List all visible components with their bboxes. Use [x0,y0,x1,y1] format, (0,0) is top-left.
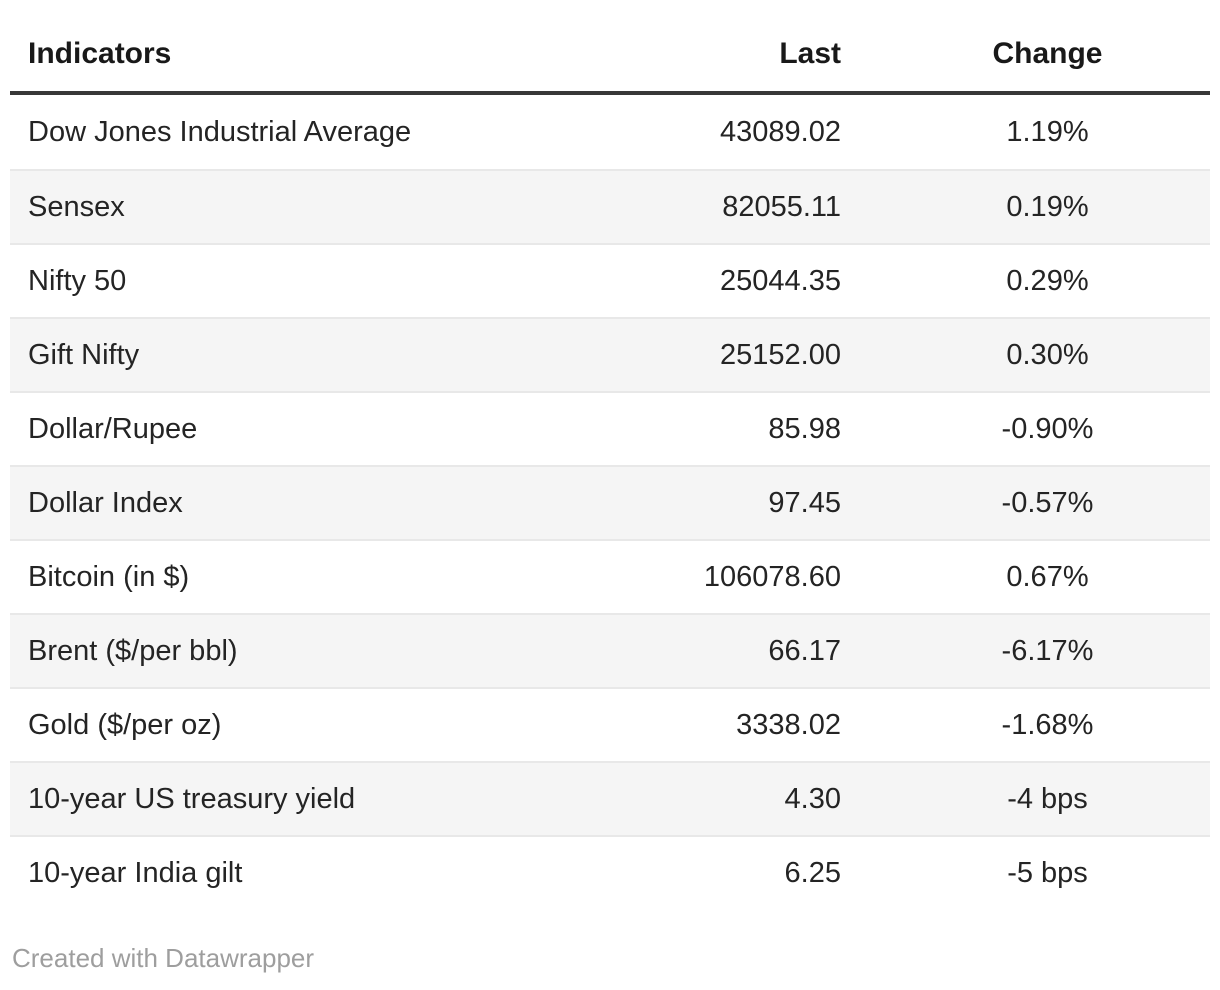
last-value-cell: 25044.35 [720,264,841,297]
change-value-cell: -0.90% [1001,412,1094,445]
change-value-cell: -0.57% [1001,486,1094,519]
indicator-cell: Dollar/Rupee [28,412,198,445]
table-row: Gift Nifty 25152.00 0.30% [10,317,1210,391]
table-row: Bitcoin (in $) 106078.60 0.67% [10,539,1210,613]
table-row: 10-year India gilt 6.25 -5 bps [10,835,1210,909]
table-body: Dow Jones Industrial Average 43089.02 1.… [10,95,1210,909]
table-header-row: Indicators Last Change [10,0,1210,95]
change-value-cell: 0.30% [1006,338,1089,371]
last-value-cell: 85.98 [768,412,841,445]
last-value-cell: 97.45 [768,486,841,519]
table-row: 10-year US treasury yield 4.30 -4 bps [10,761,1210,835]
last-value-cell: 66.17 [768,634,841,667]
last-value-cell: 106078.60 [703,560,841,593]
column-header-last: Last [779,37,841,70]
change-value-cell: -4 bps [1007,782,1088,815]
change-value-cell: 0.19% [1006,190,1089,223]
table-row: Gold ($/per oz) 3338.02 -1.68% [10,687,1210,761]
datawrapper-credit-link[interactable]: Created with Datawrapper [12,943,315,973]
attribution: Created with Datawrapper [12,943,1220,974]
change-value-cell: -1.68% [1001,708,1094,741]
change-value-cell: 0.29% [1006,264,1089,297]
change-value-cell: 1.19% [1006,115,1089,148]
column-header-change: Change [992,37,1103,70]
change-value-cell: -5 bps [1007,856,1088,889]
indicator-cell: 10-year US treasury yield [28,782,356,815]
last-value-cell: 6.25 [784,856,841,889]
indicator-cell: Dollar Index [28,486,183,519]
indicators-table: Indicators Last Change Dow Jones Industr… [10,0,1210,909]
column-header-indicators: Indicators [28,37,172,70]
indicator-cell: Brent ($/per bbl) [28,634,238,667]
last-value-cell: 25152.00 [720,338,841,371]
last-value-cell: 43089.02 [720,115,841,148]
last-value-cell: 82055.11 [722,190,841,223]
last-value-cell: 3338.02 [736,708,841,741]
indicator-cell: 10-year India gilt [28,856,243,889]
table-row: Dollar/Rupee 85.98 -0.90% [10,391,1210,465]
indicator-cell: Gold ($/per oz) [28,708,222,741]
indicator-cell: Gift Nifty [28,338,140,371]
indicator-cell: Sensex [28,190,125,223]
table-row: Dollar Index 97.45 -0.57% [10,465,1210,539]
indicator-cell: Bitcoin (in $) [28,560,190,593]
change-value-cell: 0.67% [1006,560,1089,593]
last-value-cell: 4.30 [784,782,841,815]
table-row: Dow Jones Industrial Average 43089.02 1.… [10,95,1210,169]
indicator-cell: Dow Jones Industrial Average [28,115,412,148]
table-row: Nifty 50 25044.35 0.29% [10,243,1210,317]
change-value-cell: -6.17% [1001,634,1094,667]
indicator-cell: Nifty 50 [28,264,127,297]
table-row: Sensex 82055.11 0.19% [10,169,1210,243]
table-row: Brent ($/per bbl) 66.17 -6.17% [10,613,1210,687]
